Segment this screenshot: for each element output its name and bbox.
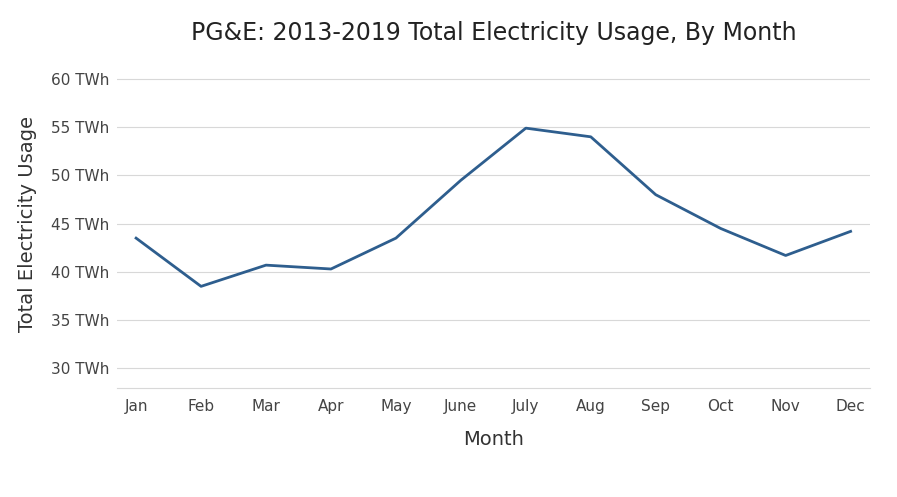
X-axis label: Month: Month bbox=[463, 430, 524, 449]
Y-axis label: Total Electricity Usage: Total Electricity Usage bbox=[19, 116, 38, 331]
Title: PG&E: 2013-2019 Total Electricity Usage, By Month: PG&E: 2013-2019 Total Electricity Usage,… bbox=[190, 21, 797, 45]
